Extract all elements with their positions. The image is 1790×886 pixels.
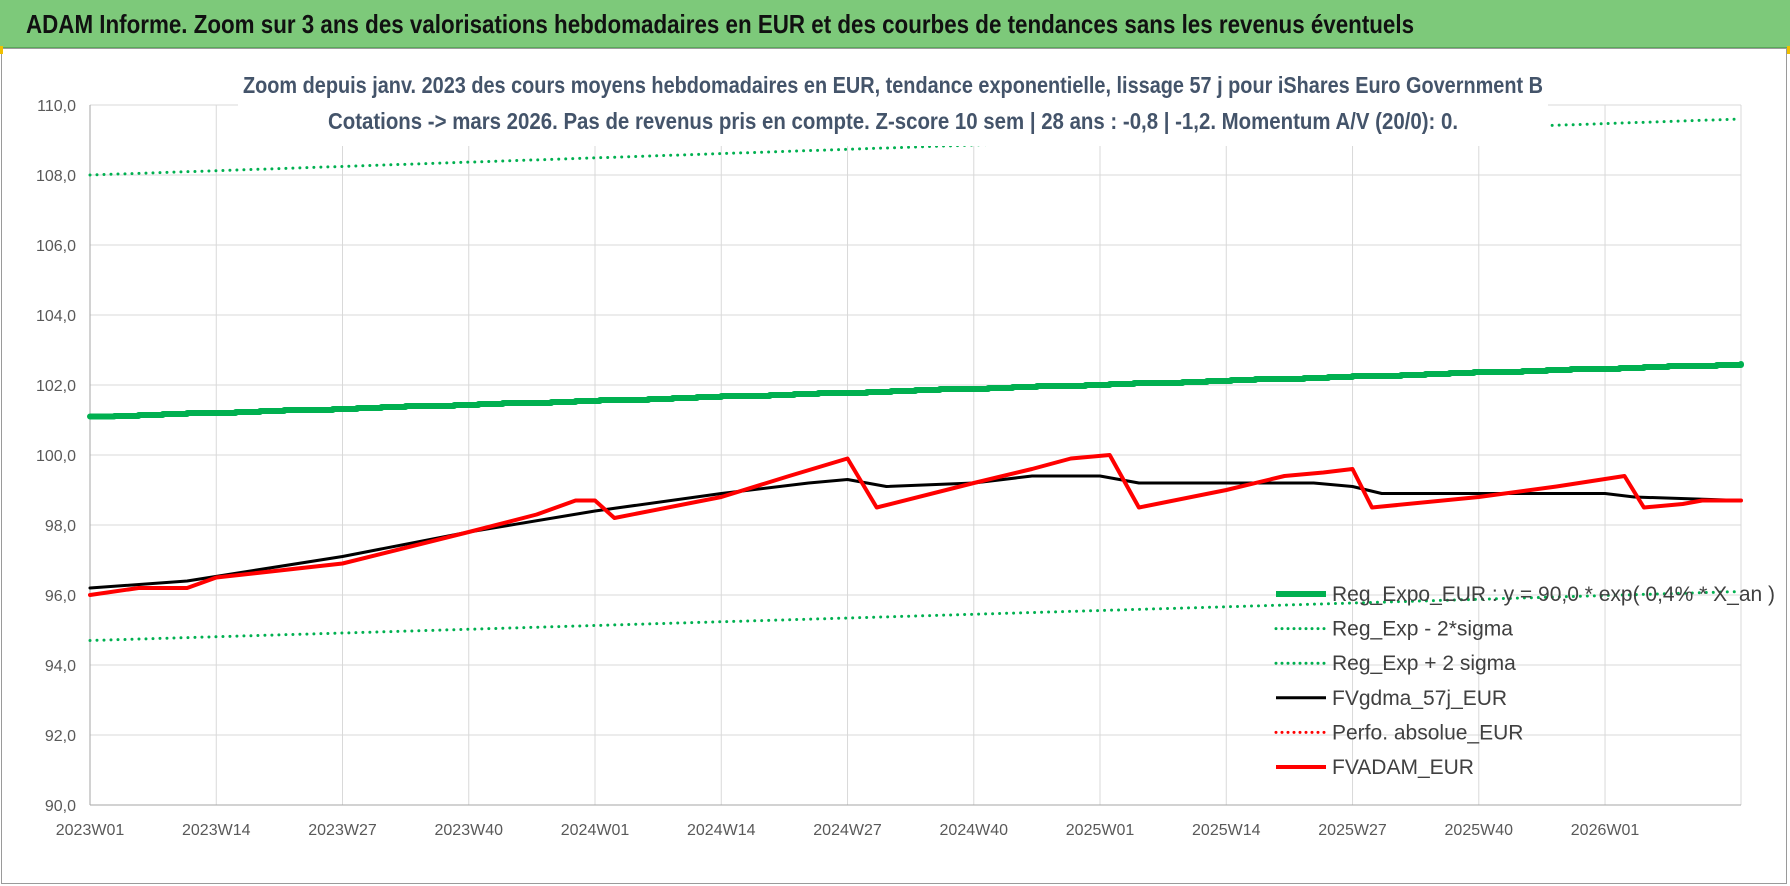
x-tick-label: 2023W27 [308, 822, 377, 839]
legend-label: FVADAM_EUR [1332, 756, 1474, 779]
title-banner: ADAM Informe. Zoom sur 3 ans des valoris… [0, 0, 1790, 48]
y-tick-label: 108,0 [36, 168, 76, 185]
x-tick-label: 2023W01 [56, 822, 125, 839]
legend: Reg_Expo_EUR : y = 90,0 * exp( 0,4% * X_… [1274, 583, 1775, 779]
legend-label: Reg_Exp + 2 sigma [1332, 652, 1516, 675]
x-tick-label: 2025W27 [1318, 822, 1387, 839]
y-tick-label: 102,0 [36, 378, 76, 395]
chart-title-line2: Cotations -> mars 2026. Pas de revenus p… [328, 108, 1458, 134]
x-tick-label: 2026W01 [1571, 822, 1640, 839]
x-tick-label: 2023W14 [182, 822, 251, 839]
legend-label: FVgdma_57j_EUR [1332, 687, 1507, 710]
y-tick-label: 106,0 [36, 238, 76, 255]
y-tick-label: 100,0 [36, 448, 76, 465]
corner-marker-right [1787, 46, 1790, 54]
y-tick-label: 98,0 [45, 518, 76, 535]
series-lines [87, 117, 1744, 642]
banner-title: ADAM Informe. Zoom sur 3 ans des valoris… [26, 9, 1415, 39]
x-tick-label: 2025W14 [1192, 822, 1261, 839]
chart-title-line1: Zoom depuis janv. 2023 des cours moyens … [243, 72, 1543, 98]
y-tick-label: 96,0 [45, 588, 76, 605]
x-tick-label: 2023W40 [435, 822, 504, 839]
x-tick-label: 2024W27 [813, 822, 882, 839]
axes: 90,0 92,0 94,0 96,0 98,0 100,0 102,0 104,0 106,0… [36, 98, 1741, 839]
y-tick-label: 110,0 [37, 98, 76, 115]
grid [89, 104, 1742, 806]
x-tick-label: 2024W40 [940, 822, 1009, 839]
legend-label: Perfo. absolue_EUR [1332, 721, 1523, 744]
legend-label: Reg_Exp - 2*sigma [1332, 618, 1513, 641]
y-tick-label: 94,0 [45, 658, 76, 675]
x-tick-label: 2025W01 [1066, 822, 1135, 839]
series-line-fvadam-eur [88, 453, 1743, 597]
title-background [238, 66, 1548, 146]
y-tick-label: 90,0 [45, 798, 76, 815]
chart-frame [1, 48, 1787, 884]
series-line-fvgdma-57j-eur [88, 474, 1743, 590]
series-line-reg-exp-2-sigma [88, 590, 1743, 642]
corner-marker-left [0, 46, 3, 54]
chart-title: Zoom depuis janv. 2023 des cours moyens … [238, 66, 1548, 146]
y-tick-label: 104,0 [36, 308, 76, 325]
x-tick-label: 2024W01 [561, 822, 630, 839]
series-line-reg-expo-eur-y-90-0-exp-0-4-x-an [87, 361, 1744, 420]
legend-label: Reg_Expo_EUR : y = 90,0 * exp( 0,4% * X_… [1332, 583, 1775, 606]
x-tick-label: 2025W40 [1445, 822, 1514, 839]
series-line-reg-exp-2-sigma [88, 117, 1743, 177]
x-tick-label: 2024W14 [687, 822, 756, 839]
y-tick-label: 92,0 [45, 728, 76, 745]
